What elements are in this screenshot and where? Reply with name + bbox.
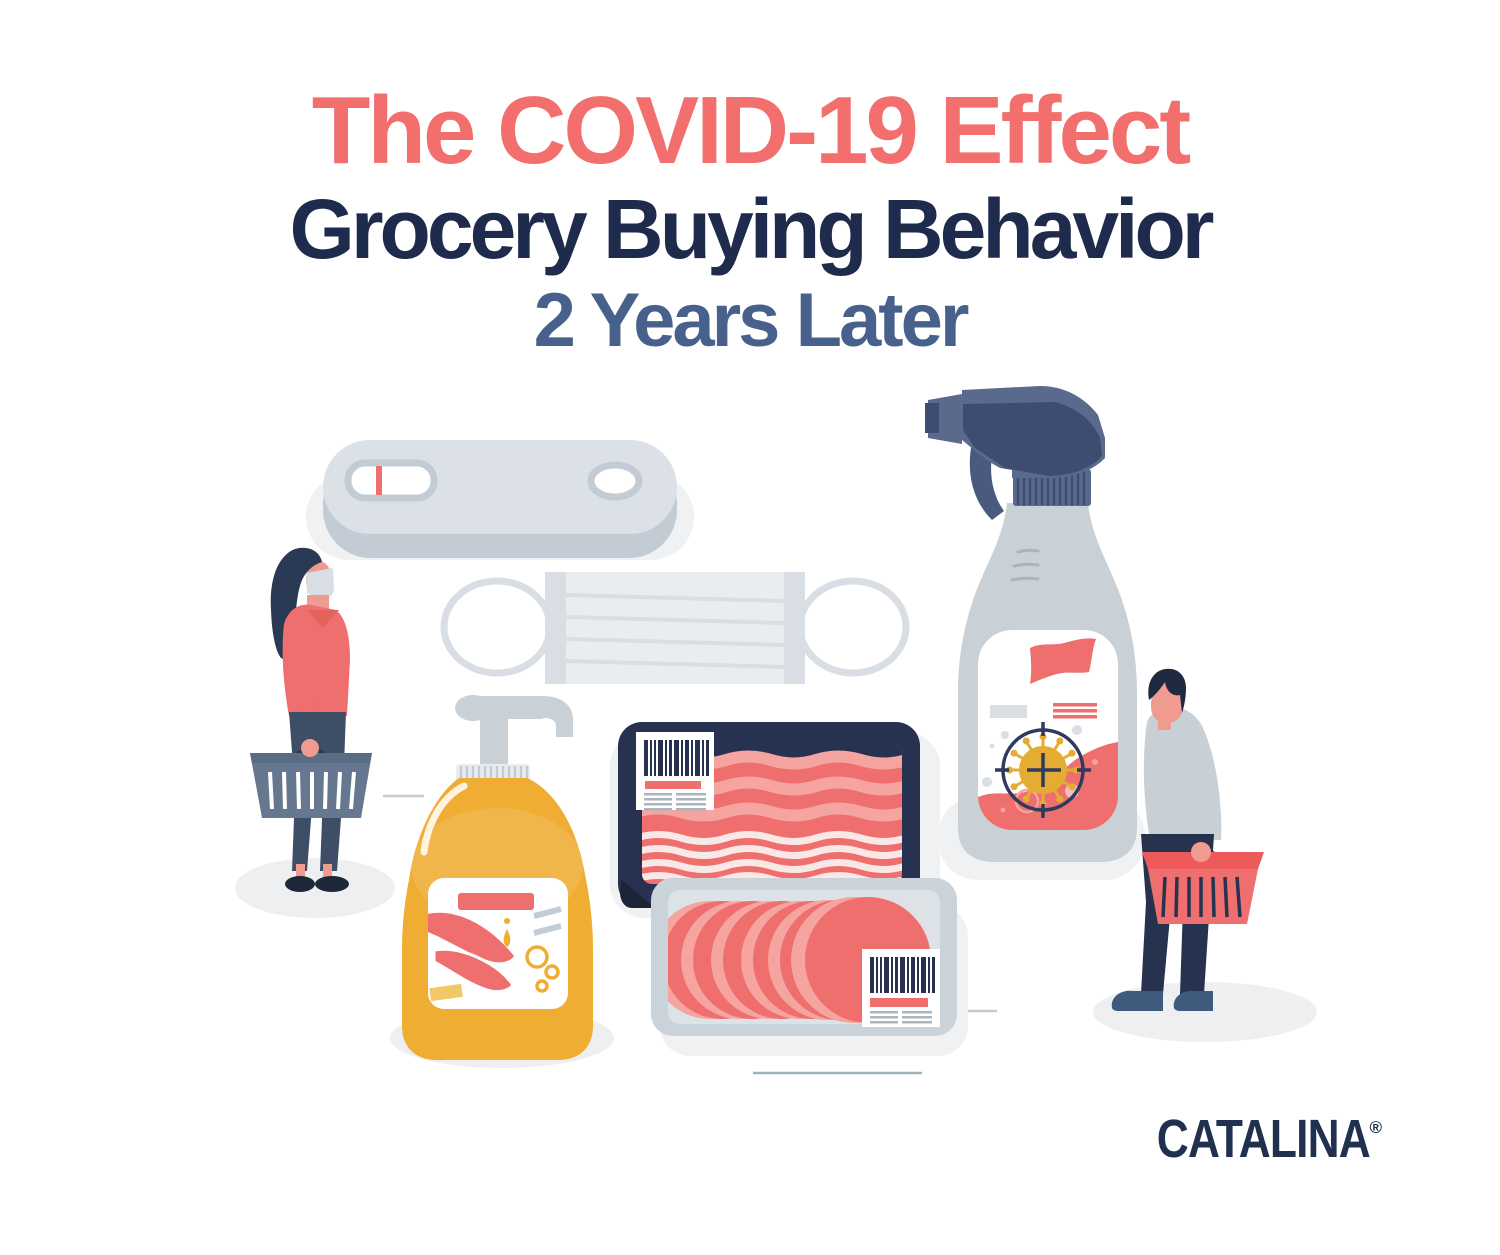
man-hand [1191,842,1211,862]
woman-face-mask [306,568,334,600]
mask-ear-loop-right [796,577,910,677]
crosshair-icon [995,722,1091,818]
spray-trigger-head [925,386,1105,520]
man-shopper-with-basket [1093,668,1317,1042]
test-result-line [376,466,382,495]
test-result-window [344,459,438,502]
barcode-label [862,949,940,1027]
test-sample-well [587,461,643,501]
man-shoe [1173,990,1213,1011]
disinfectant-spray-bottle-icon [925,386,1145,880]
mask-pleats [565,593,785,669]
man-shoe [1111,990,1163,1011]
barcode [644,740,709,776]
virus-target-icon [995,722,1091,818]
mask-ear-loop-left [440,577,554,677]
shopping-basket-red [1142,852,1264,924]
barcode-label [636,732,714,811]
brand-name: CATALINA [1156,1109,1370,1169]
woman-hand [301,739,319,757]
man-shirt [1143,706,1222,840]
woman-shoe [285,876,315,892]
title-line-3: 2 Years Later [533,277,970,363]
registered-trademark: ® [1369,1118,1382,1137]
title-line-2: Grocery Buying Behavior [289,181,1215,276]
woman-shadow [235,858,395,918]
woman-shopper-with-basket [235,547,395,918]
woman-shoe [315,876,349,892]
bacon-package-icon [610,722,940,918]
washing-hands-icon [428,912,514,963]
man-hair [1148,668,1186,713]
hand-sanitizer-bottle-icon [390,695,614,1068]
label-text-lines [533,906,562,936]
deli-meat-package-icon [651,878,968,1056]
title-line-1: The COVID-19 Effect [311,77,1192,184]
sanitizer-label [428,878,568,1009]
woman-top [282,604,350,716]
bottle-neck-ridges [1010,548,1040,582]
spray-trigger-lever [969,442,1004,520]
bubbles-icon [525,945,560,993]
shopping-basket-blue [250,753,372,818]
catalina-logo: CATALINA® [1110,1108,1382,1170]
face-mask-icon [440,572,910,684]
drop-icon [503,929,511,947]
barcode [870,957,935,993]
covid-test-cassette-icon [306,440,694,560]
title-block: The COVID-19 Effect Grocery Buying Behav… [0,80,1500,366]
label-flag [1030,638,1096,684]
meat-slices [668,897,931,1023]
